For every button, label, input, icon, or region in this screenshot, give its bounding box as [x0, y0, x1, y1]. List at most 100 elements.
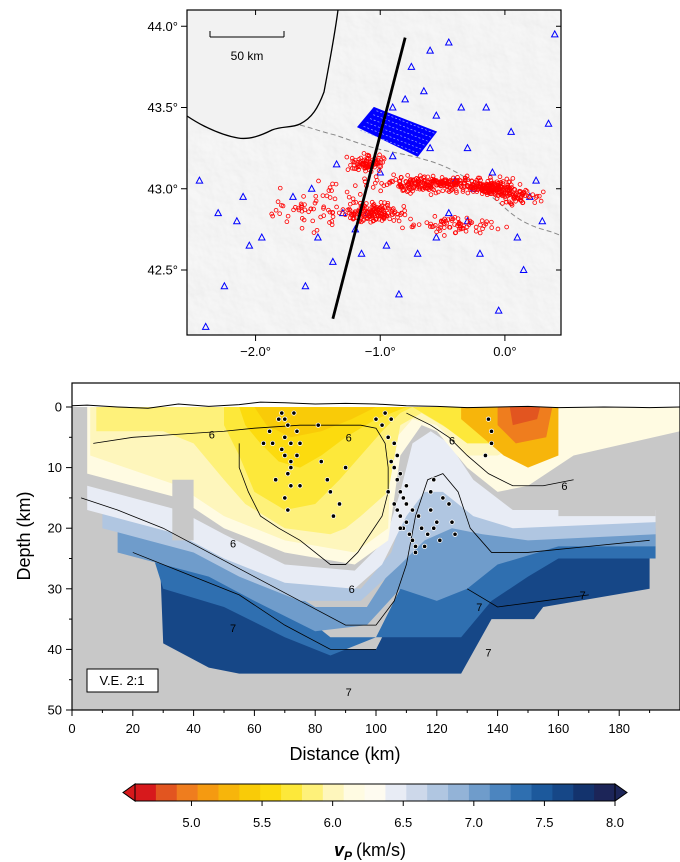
colorbar-tick-label: 6.5 — [394, 815, 412, 830]
section-event — [440, 495, 446, 501]
station-array-row — [376, 110, 436, 134]
event-marker — [465, 190, 471, 196]
contour-label: 6 — [230, 538, 236, 550]
event-marker — [540, 189, 546, 195]
section-y-tick-label: 10 — [48, 460, 62, 475]
event-marker — [391, 218, 397, 223]
colorbar-cell — [364, 784, 386, 801]
event-marker — [489, 225, 494, 230]
event-marker — [352, 183, 358, 188]
station-marker — [288, 192, 297, 200]
section-event — [294, 452, 300, 459]
scale-bar-label: 50 km — [231, 49, 264, 63]
event-marker — [416, 222, 422, 227]
station-marker — [550, 29, 559, 38]
section-event — [266, 428, 273, 434]
section-event — [285, 471, 291, 477]
event-marker — [381, 156, 387, 162]
event-marker — [489, 219, 494, 225]
event-marker — [389, 209, 395, 214]
event-marker — [376, 211, 382, 216]
event-marker — [296, 207, 302, 213]
section-event — [342, 464, 349, 471]
event-marker — [477, 230, 483, 236]
event-marker — [358, 219, 364, 225]
event-marker — [413, 180, 418, 185]
colorbar-cell — [218, 784, 240, 801]
event-marker — [351, 162, 357, 168]
section-event — [406, 531, 413, 537]
event-marker — [347, 201, 353, 207]
event-marker — [385, 203, 390, 208]
event-marker — [393, 177, 399, 182]
event-marker — [352, 210, 358, 216]
event-marker — [518, 197, 523, 203]
event-marker — [534, 193, 540, 199]
event-marker — [396, 218, 402, 224]
colorbar-symbol: v — [334, 840, 345, 860]
event-marker — [451, 175, 456, 181]
section-y-tick-label: 40 — [48, 642, 62, 657]
colorbar-cell — [343, 784, 366, 801]
event-marker — [486, 188, 491, 194]
event-marker — [311, 230, 317, 235]
event-marker — [332, 196, 338, 202]
event-marker — [387, 206, 392, 212]
event-marker — [347, 210, 352, 216]
y-axis-label: Depth (km) — [14, 491, 34, 580]
section-event — [282, 495, 288, 501]
section-event — [403, 519, 409, 525]
event-marker — [387, 179, 393, 185]
profile-line — [331, 37, 407, 320]
section-event — [297, 483, 303, 489]
station-array-row — [373, 114, 432, 138]
event-marker — [379, 181, 384, 186]
event-marker — [277, 211, 282, 216]
event-marker — [462, 175, 468, 181]
colorbar-subscript: P — [344, 849, 353, 862]
event-marker — [361, 151, 367, 156]
event-marker — [306, 209, 311, 215]
contour-label: 7 — [476, 602, 482, 614]
colorbar-tick-label: 7.0 — [465, 815, 483, 830]
event-marker — [423, 182, 429, 187]
map-axes: −2.0° −1.0° 0.0° 44.0° 43.5° 43.0° 42.5° — [147, 10, 561, 359]
event-marker — [460, 189, 466, 194]
map-y-tick-label: 43.5° — [147, 100, 178, 115]
event-marker — [537, 193, 542, 199]
station-marker — [328, 257, 337, 265]
station-marker — [301, 281, 310, 290]
event-marker — [427, 224, 433, 229]
event-marker — [428, 192, 434, 197]
event-marker — [488, 188, 493, 194]
event-marker — [390, 212, 395, 217]
event-marker — [455, 180, 460, 186]
section-event — [288, 458, 294, 465]
event-marker — [480, 185, 485, 191]
section-event — [282, 452, 288, 459]
event-marker — [448, 188, 454, 193]
event-marker — [398, 212, 403, 218]
section-event — [391, 501, 397, 507]
section-event — [428, 489, 434, 495]
map-y-tick-label: 42.5° — [147, 263, 178, 278]
scale-bar: 50 km — [209, 31, 285, 63]
station-array-block — [357, 106, 438, 157]
map-y-tick-label: 43.0° — [147, 181, 178, 196]
event-marker — [397, 178, 403, 184]
event-marker — [495, 226, 501, 232]
section-event — [409, 507, 416, 513]
station-marker — [382, 241, 391, 249]
event-marker — [517, 182, 523, 187]
event-marker — [380, 207, 386, 213]
colorbar-tick-label: 7.5 — [535, 815, 553, 830]
section-event — [273, 477, 279, 483]
section-event — [412, 549, 419, 556]
event-marker — [491, 185, 497, 190]
event-marker — [340, 207, 346, 212]
station-marker — [457, 102, 466, 111]
section-event — [431, 525, 437, 531]
event-marker — [500, 201, 505, 206]
colorbar-cells — [122, 783, 628, 802]
